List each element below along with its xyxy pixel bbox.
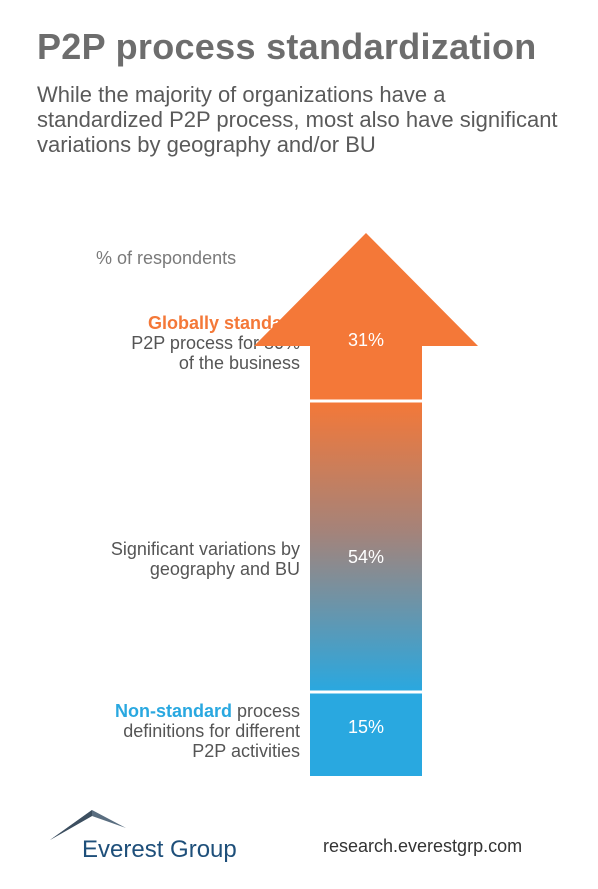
segment-label-line: definitions for different [123, 721, 300, 741]
segment-label-line: Globally standard [60, 313, 300, 333]
segment-label-line: P2P process for 80% [131, 333, 300, 353]
segment-label-non-standard: Non-standard process definitions for dif… [40, 701, 300, 761]
segment-label-line: P2P activities [192, 741, 300, 761]
arrow-segment-significant-variations [310, 401, 422, 692]
chart-title: P2P process standardization [37, 26, 537, 67]
segment-highlight: Globally standard [147, 313, 300, 333]
everest-group-logo: Everest Group [48, 808, 237, 868]
value-label: 15% [348, 717, 384, 737]
logo-text: Everest Group [82, 836, 237, 863]
value-label: 31% [348, 330, 384, 350]
segment-label-line: of the business [178, 353, 300, 373]
arrow-segment-non-standard [310, 692, 422, 776]
segment-label-line: Non-standard process [40, 701, 300, 721]
segment-label-line: Significant variations by [110, 539, 300, 559]
arrow-head-segment-globally-standard [254, 233, 478, 401]
segment-label-line: geography and BU [149, 559, 300, 579]
chart-subtitle: While the majority of organizations have… [37, 82, 558, 157]
unit-label: % of respondents [96, 248, 237, 268]
mountain-icon [50, 810, 126, 840]
segment-highlight: Non-standard [114, 701, 232, 721]
segment-label-globally-standard: Globally standard P2P process for 80% of… [60, 313, 300, 373]
segment-label-significant-variations: Significant variations by geography and … [60, 539, 300, 579]
footer-url[interactable]: research.everestgrp.com [323, 836, 523, 856]
segment-label-suffix: process [231, 701, 300, 721]
value-label: 54% [348, 547, 384, 567]
